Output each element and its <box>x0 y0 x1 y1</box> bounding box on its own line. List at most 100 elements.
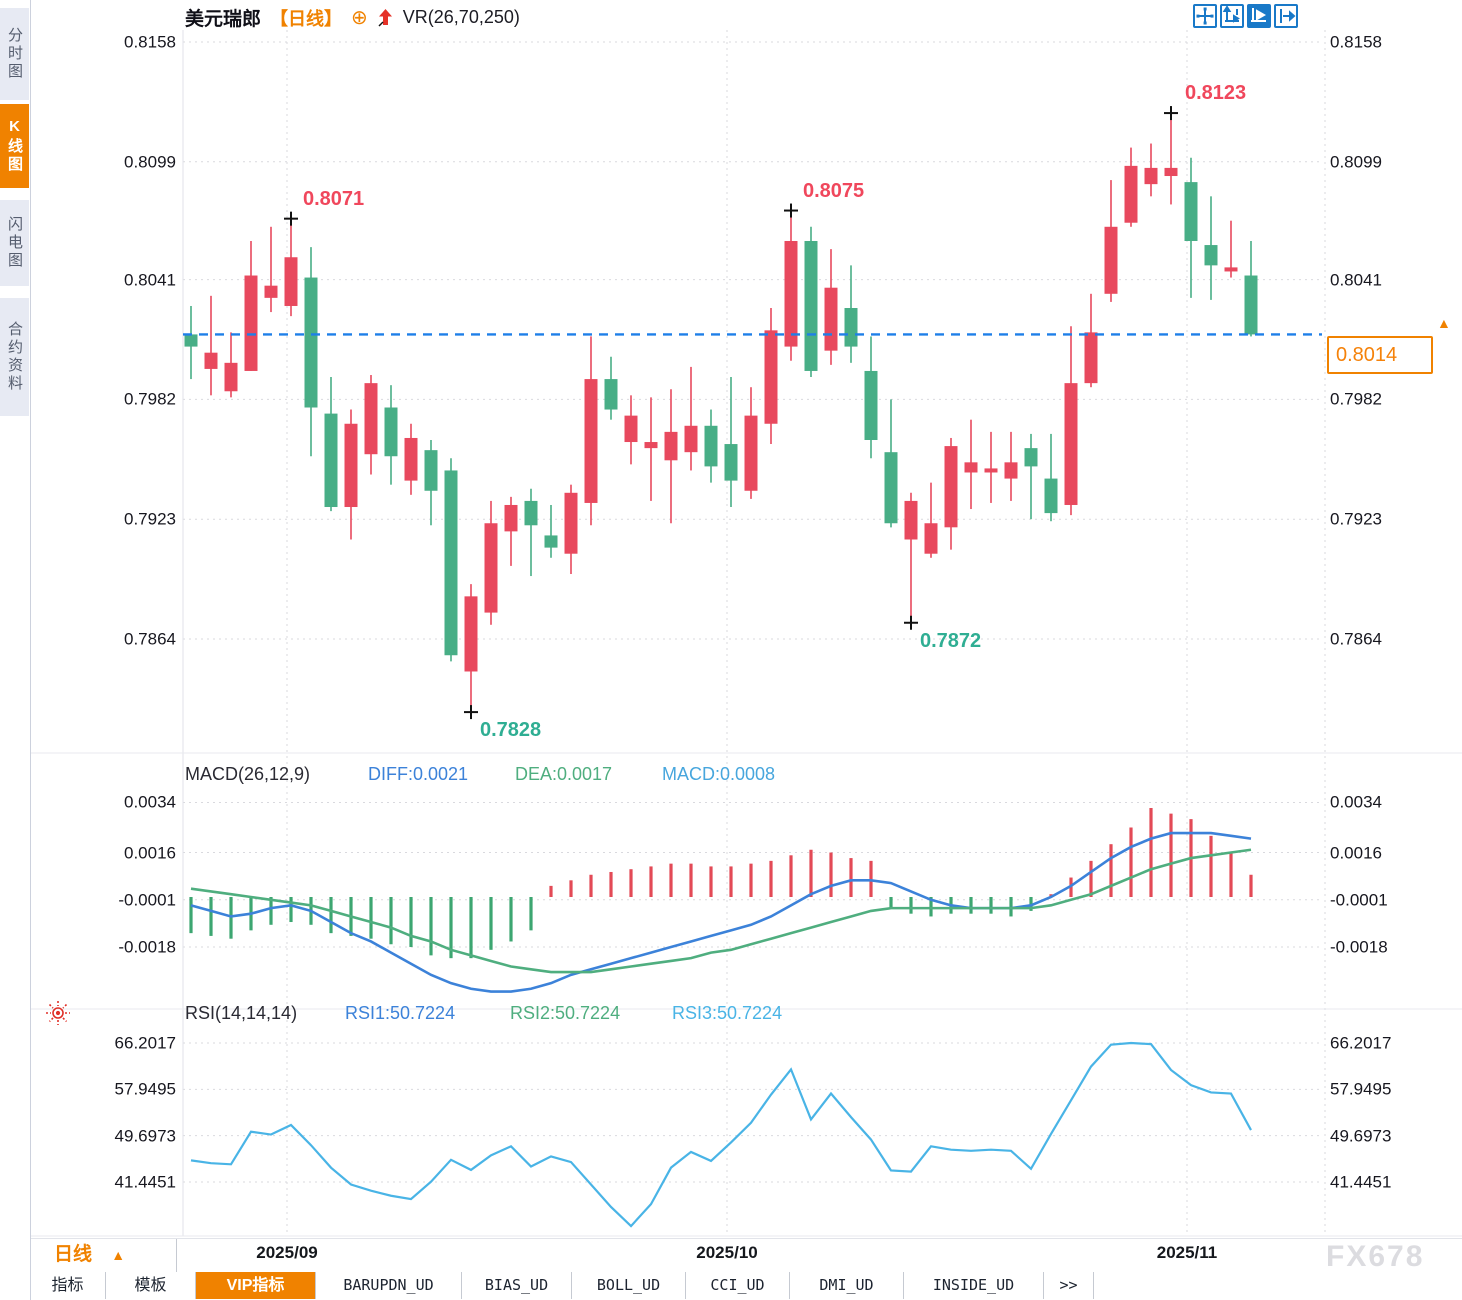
candle <box>1124 147 1138 227</box>
high-price-label: 0.8071 <box>303 187 365 210</box>
extreme-cross-marker <box>464 705 478 720</box>
candle <box>604 356 618 420</box>
price-tick-label: 0.8041 <box>1330 270 1382 290</box>
candle <box>904 492 918 623</box>
indicator-tab-bar: 指标 模板 VIP指标 BARUPDN_UD BIAS_UD BOLL_UD CCI_UD D… <box>0 1272 1462 1300</box>
candle <box>944 437 958 550</box>
macd-dea-value: DEA:0.0017 <box>515 764 613 784</box>
x-axis-date-label: 2025/09 <box>256 1243 318 1262</box>
rsi-title: RSI(14,14,14) <box>185 1003 298 1023</box>
candle <box>744 387 758 499</box>
macd-tick-label: 0.0034 <box>1330 792 1382 812</box>
candle <box>424 439 438 526</box>
candle <box>484 500 498 625</box>
price-tick-label: 0.7982 <box>1330 389 1382 409</box>
candle <box>464 584 478 713</box>
period-tag: 【日线】 <box>270 8 343 29</box>
candle <box>404 423 418 495</box>
macd-tick-label: -0.0001 <box>1330 890 1388 910</box>
candle <box>1044 433 1058 522</box>
candle <box>344 409 358 540</box>
indicator-tab-6[interactable]: BOLL_UD <box>572 1272 686 1299</box>
candle <box>624 395 638 465</box>
macd-dea-line <box>190 848 1252 974</box>
candle <box>324 377 338 512</box>
candle <box>924 482 938 558</box>
candle <box>1204 196 1218 300</box>
candle <box>524 488 538 577</box>
candle <box>1004 431 1018 501</box>
price-tick-label: 0.7982 <box>124 389 176 409</box>
chart-header: 美元瑞郎 【日线】 ⊕ VR(26,70,250) <box>185 4 520 31</box>
extreme-cross-marker <box>284 211 298 226</box>
macd-tick-label: 0.0016 <box>124 843 176 863</box>
symbol-title: 美元瑞郎 <box>185 9 262 30</box>
x-axis-date-label: 2025/11 <box>1156 1243 1218 1262</box>
indicator-tab-2[interactable]: 模板 <box>106 1272 196 1299</box>
candle <box>1224 220 1238 278</box>
indicator-tab-8[interactable]: DMI_UD <box>790 1272 904 1299</box>
add-indicator-icon[interactable]: ⊕ <box>351 6 368 29</box>
x-axis-row: 日线 ▲ 2025/09 2025/10 2025/11 <box>0 1238 1462 1273</box>
candle <box>1164 113 1178 205</box>
auto-scale-icon[interactable] <box>1247 4 1271 28</box>
x-axis-date-label: 2025/10 <box>696 1243 758 1262</box>
sidebar-tab-3[interactable]: 闪电图 <box>0 200 29 286</box>
candle <box>884 399 898 528</box>
indicator-tab-9[interactable]: INSIDE_UD <box>904 1272 1044 1299</box>
period-dropdown-arrow-icon: ▲ <box>111 1247 126 1263</box>
sidebar: 分时图 K线图闪电图合约资料 <box>0 0 31 1300</box>
rsi-tick-label: 41.4451 <box>114 1172 176 1192</box>
candle <box>1084 293 1098 388</box>
candle <box>824 249 838 365</box>
low-price-label: 0.7872 <box>920 629 982 652</box>
price-tick-label: 0.7864 <box>1330 629 1382 649</box>
candle <box>1064 326 1078 516</box>
candle <box>544 504 558 558</box>
indicator-settings-sun-icon[interactable] <box>45 1000 71 1026</box>
extreme-cross-marker <box>1164 106 1178 121</box>
candle <box>764 308 778 445</box>
candle <box>184 305 198 380</box>
price-tick-label: 0.7923 <box>1330 509 1382 529</box>
rsi2-value: RSI2:50.7224 <box>510 1003 621 1023</box>
macd-title: MACD(26,12,9) <box>185 764 311 784</box>
current-price-box: 0.8014 <box>1327 336 1433 374</box>
extreme-cross-marker <box>904 615 918 630</box>
period-selector-button[interactable]: 日线 ▲ <box>30 1239 177 1272</box>
indicator-tab-3[interactable]: VIP指标 <box>196 1272 316 1299</box>
candle <box>444 458 458 662</box>
price-tick-label: 0.7864 <box>124 629 176 649</box>
move-crosshair-icon[interactable] <box>1193 4 1217 28</box>
indicator-tab-7[interactable]: CCI_UD <box>686 1272 790 1299</box>
indicator-tab-5[interactable]: BIAS_UD <box>462 1272 572 1299</box>
indicator-tab-1[interactable]: 指标 <box>30 1272 106 1299</box>
price-tick-label: 0.8158 <box>124 32 176 52</box>
watermark: FX678 <box>1326 1240 1425 1273</box>
rsi3-value: RSI3:50.7224 <box>672 1003 783 1023</box>
candle <box>784 210 798 361</box>
indicator-tab-10[interactable]: >> <box>1044 1272 1094 1299</box>
candle <box>644 397 658 501</box>
sidebar-tab-2[interactable]: K线图 <box>0 104 29 188</box>
macd-tick-label: -0.0018 <box>118 937 176 957</box>
sidebar-tab-4[interactable]: 合约资料 <box>0 298 29 416</box>
candle <box>1184 157 1198 298</box>
rsi-tick-label: 66.2017 <box>1330 1033 1392 1053</box>
rsi-tick-label: 66.2017 <box>114 1033 176 1053</box>
candle <box>1104 180 1118 302</box>
rsi-tick-label: 49.6973 <box>1330 1126 1392 1146</box>
sidebar-tab-1[interactable]: 分时图 <box>0 8 29 100</box>
price-tick-label: 0.8099 <box>1330 152 1382 172</box>
candle <box>264 226 278 313</box>
fit-axis-icon[interactable] <box>1220 4 1244 28</box>
rsi-line <box>190 1041 1252 1228</box>
price-tick-label: 0.8158 <box>1330 32 1382 52</box>
candle <box>384 385 398 485</box>
indicator-tab-4[interactable]: BARUPDN_UD <box>316 1272 462 1299</box>
page-right-icon[interactable] <box>1274 4 1298 28</box>
price-tick-label: 0.8099 <box>124 152 176 172</box>
candle <box>1024 433 1038 520</box>
candle <box>584 336 598 526</box>
